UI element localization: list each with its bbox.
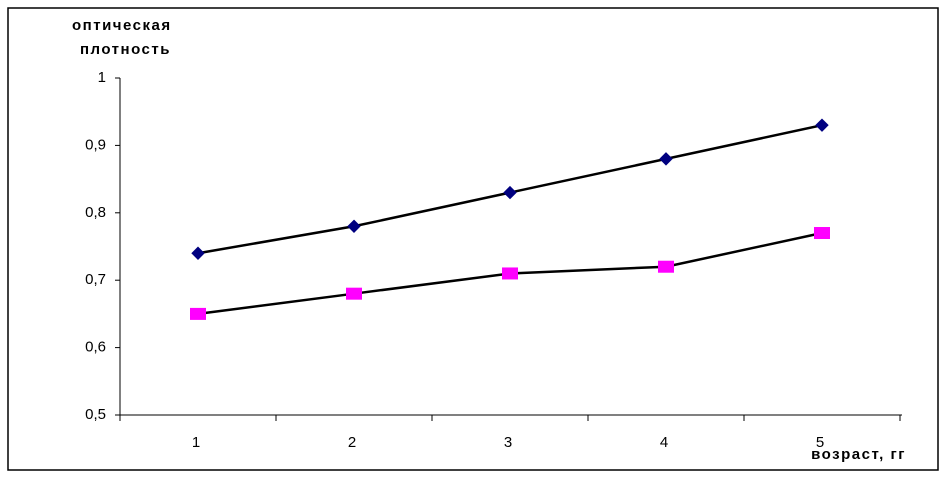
y-axis-label: плотность: [80, 41, 171, 58]
y-tick-label: 1: [98, 69, 106, 86]
x-tick-label: 5: [816, 434, 824, 451]
point: [659, 152, 673, 166]
point: [502, 267, 518, 280]
x-tick-label: 3: [504, 434, 512, 451]
x-tick-label: 1: [192, 434, 200, 451]
point: [815, 118, 829, 132]
point: [347, 219, 361, 233]
point: [190, 307, 206, 320]
chart-frame: [7, 7, 939, 471]
y-tick-label: 0,9: [85, 136, 106, 153]
point: [658, 260, 674, 273]
point: [503, 185, 517, 200]
y-tick-label: 0,5: [85, 406, 106, 423]
y-tick-label: 0,8: [85, 204, 106, 221]
x-tick-label: 4: [660, 434, 668, 451]
point: [346, 287, 362, 300]
x-tick-label: 2: [348, 434, 356, 451]
y-tick-label: 0,7: [85, 271, 106, 288]
point: [191, 246, 205, 260]
y-axis-label: оптическая: [72, 17, 172, 34]
y-tick-label: 0,6: [85, 339, 106, 356]
point: [814, 227, 830, 240]
x-axis-label: возраст, гг: [811, 446, 906, 463]
